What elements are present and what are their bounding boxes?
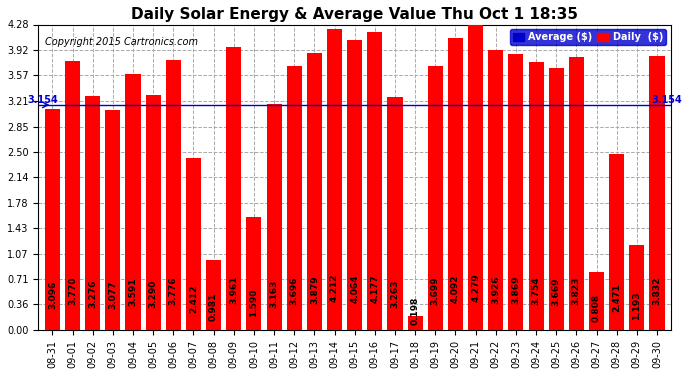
Text: 3.869: 3.869: [511, 276, 520, 304]
Bar: [85, 96, 100, 330]
Bar: [166, 60, 181, 330]
Bar: [126, 74, 141, 330]
Text: 4.177: 4.177: [371, 274, 380, 303]
Bar: [206, 260, 221, 330]
Bar: [246, 216, 262, 330]
Bar: [106, 110, 121, 330]
Text: 1.590: 1.590: [249, 289, 259, 317]
Bar: [408, 316, 423, 330]
Bar: [609, 154, 624, 330]
Text: 3.276: 3.276: [88, 279, 97, 308]
Text: 3.776: 3.776: [169, 276, 178, 305]
Bar: [569, 57, 584, 330]
Bar: [266, 104, 282, 330]
Bar: [45, 109, 60, 330]
Text: 3.696: 3.696: [290, 277, 299, 305]
Bar: [327, 29, 342, 330]
Text: 4.092: 4.092: [451, 274, 460, 303]
Text: 2.471: 2.471: [612, 284, 621, 312]
Text: 3.699: 3.699: [431, 277, 440, 305]
Text: 1.193: 1.193: [632, 291, 641, 320]
Bar: [226, 47, 242, 330]
Bar: [388, 97, 402, 330]
Bar: [428, 66, 443, 330]
Text: 3.961: 3.961: [229, 275, 238, 304]
Text: 4.212: 4.212: [330, 274, 339, 303]
Bar: [489, 50, 503, 330]
Text: 3.926: 3.926: [491, 276, 500, 304]
Bar: [589, 272, 604, 330]
Bar: [186, 158, 201, 330]
Text: 3.163: 3.163: [270, 280, 279, 309]
Bar: [367, 32, 382, 330]
Text: 3.879: 3.879: [310, 276, 319, 304]
Text: 3.754: 3.754: [531, 276, 540, 305]
Text: 3.154: 3.154: [651, 95, 682, 105]
Bar: [629, 245, 644, 330]
Bar: [549, 68, 564, 330]
Text: 4.279: 4.279: [471, 273, 480, 302]
Legend: Average ($), Daily  ($): Average ($), Daily ($): [510, 29, 667, 45]
Text: 3.669: 3.669: [552, 277, 561, 306]
Bar: [286, 66, 302, 330]
Text: 3.770: 3.770: [68, 276, 77, 305]
Text: 3.290: 3.290: [148, 279, 157, 308]
Bar: [146, 95, 161, 330]
Text: 3.096: 3.096: [48, 280, 57, 309]
Text: 0.981: 0.981: [209, 292, 218, 321]
Text: Copyright 2015 Cartronics.com: Copyright 2015 Cartronics.com: [45, 37, 197, 47]
Bar: [649, 57, 664, 330]
Text: 0.198: 0.198: [411, 297, 420, 326]
Text: 3.823: 3.823: [572, 276, 581, 304]
Text: 3.832: 3.832: [653, 276, 662, 304]
Text: 3.263: 3.263: [391, 279, 400, 308]
Bar: [448, 38, 463, 330]
Text: 3.077: 3.077: [108, 280, 117, 309]
Text: 3.154: 3.154: [27, 95, 58, 105]
Bar: [468, 25, 483, 330]
Title: Daily Solar Energy & Average Value Thu Oct 1 18:35: Daily Solar Energy & Average Value Thu O…: [131, 7, 578, 22]
Bar: [529, 62, 544, 330]
Text: 3.591: 3.591: [128, 278, 137, 306]
Text: 0.808: 0.808: [592, 294, 601, 322]
Text: 2.412: 2.412: [189, 284, 198, 313]
Bar: [509, 54, 524, 330]
Bar: [65, 61, 80, 330]
Text: 4.064: 4.064: [351, 275, 359, 303]
Bar: [347, 40, 362, 330]
Bar: [307, 53, 322, 330]
